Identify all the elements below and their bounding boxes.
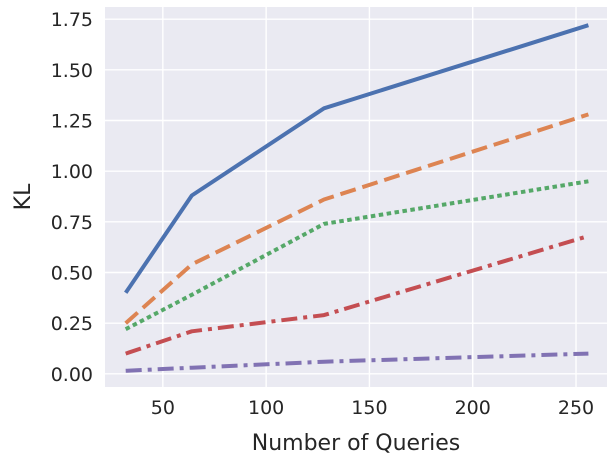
series-line-4 — [125, 234, 589, 356]
y-tick-label: 1.25 — [51, 110, 93, 132]
series-lines — [124, 23, 590, 373]
y-tick-label: 0.75 — [51, 212, 93, 234]
y-tick-label: 1.00 — [51, 161, 93, 183]
y-tick-label: 0.50 — [51, 262, 93, 284]
y-tick-label: 1.75 — [51, 9, 93, 31]
x-tick-label: 50 — [151, 397, 175, 419]
x-tick-labels: 50 100 150 200 250 — [151, 397, 594, 419]
plot-background — [105, 7, 607, 387]
series-line-5 — [125, 351, 589, 373]
x-tick-label: 200 — [455, 397, 491, 419]
series-line-2 — [124, 112, 590, 325]
y-tick-label: 0.25 — [51, 313, 93, 335]
x-axis-label: Number of Queries — [252, 431, 461, 456]
grid — [105, 7, 607, 387]
y-tick-label: 1.50 — [51, 60, 93, 82]
x-tick-label: 150 — [351, 397, 387, 419]
x-tick-label: 100 — [248, 397, 284, 419]
y-tick-label: 0.00 — [51, 364, 93, 386]
x-tick-label: 250 — [558, 397, 594, 419]
y-axis-label: KL — [11, 183, 36, 210]
y-tick-labels: 0.00 0.25 0.50 0.75 1.00 1.25 1.50 1.75 — [51, 9, 93, 386]
series-line-1 — [124, 23, 589, 294]
